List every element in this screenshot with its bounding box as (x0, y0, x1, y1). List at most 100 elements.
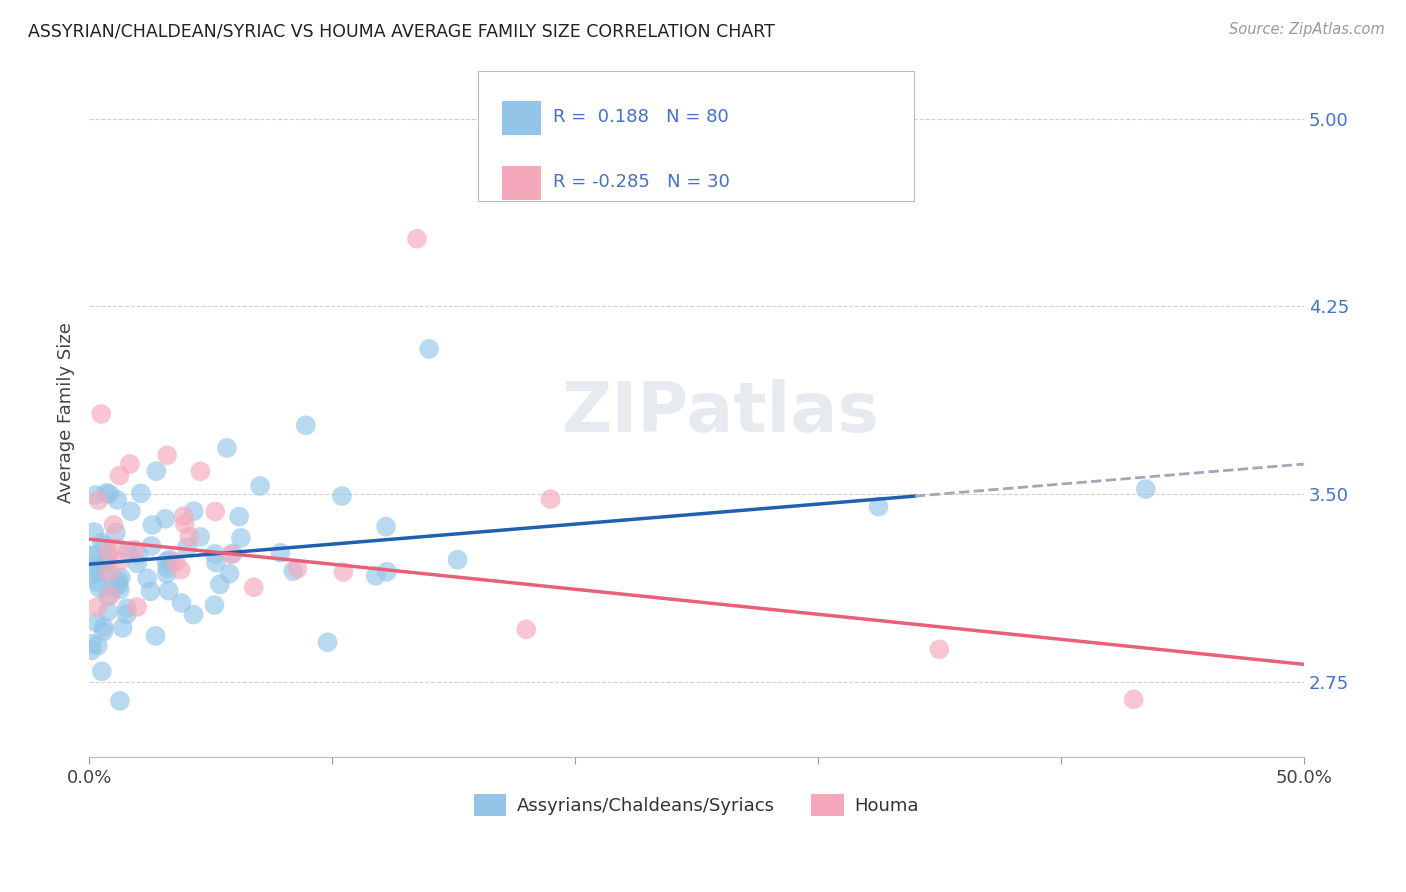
Point (228, 509, 250, 524)
Text: Source: ZipAtlas.com: Source: ZipAtlas.com (1229, 22, 1385, 37)
Point (183, 504, 205, 518)
Point (170, 563, 193, 577)
Point (96, 556, 118, 570)
Point (204, 504, 226, 518)
Point (80, 548, 103, 562)
Point (80, 637, 103, 651)
Point (156, 448, 179, 462)
Y-axis label: Average Family Size: Average Family Size (58, 322, 75, 503)
Point (120, 504, 142, 518)
Point (87, 493, 110, 508)
Point (82, 549, 104, 564)
Point (145, 464, 167, 478)
Point (127, 548, 149, 562)
Point (97, 590, 120, 604)
Point (375, 519, 398, 533)
Point (176, 541, 198, 555)
Point (205, 556, 228, 570)
Point (84, 488, 107, 502)
Point (91, 535, 114, 549)
Point (156, 561, 179, 575)
Point (157, 583, 180, 598)
Text: R =  0.188   N = 80: R = 0.188 N = 80 (553, 109, 728, 127)
Point (141, 517, 163, 532)
Point (183, 607, 205, 622)
Point (83, 560, 105, 574)
Point (90, 407, 112, 421)
Point (97, 549, 120, 563)
Point (242, 580, 264, 594)
Point (107, 541, 129, 555)
Point (110, 571, 132, 585)
Point (107, 578, 129, 592)
Point (188, 530, 211, 544)
Text: ZIPatlas: ZIPatlas (562, 379, 880, 446)
Point (418, 342, 440, 356)
Point (98, 589, 121, 603)
Point (98, 487, 121, 501)
Point (127, 599, 149, 614)
Point (129, 486, 152, 500)
Point (406, 232, 429, 246)
Point (139, 584, 162, 599)
Point (94, 539, 117, 553)
Point (283, 564, 305, 578)
Point (86, 600, 108, 615)
Point (98, 566, 121, 580)
Point (204, 547, 226, 561)
Point (80, 643, 103, 657)
Point (93, 624, 115, 639)
Point (115, 607, 138, 622)
Point (295, 418, 318, 433)
Point (89, 565, 111, 579)
Point (84, 615, 107, 629)
Point (107, 574, 129, 588)
Point (868, 500, 890, 514)
Point (540, 492, 562, 507)
Point (218, 566, 240, 581)
Point (82, 567, 104, 582)
Point (127, 557, 149, 571)
Point (111, 621, 134, 635)
Point (287, 561, 309, 575)
Point (93, 620, 115, 634)
Point (136, 571, 159, 585)
Point (208, 577, 231, 591)
Point (219, 548, 242, 562)
Point (103, 581, 125, 595)
Point (96, 486, 118, 500)
Point (108, 468, 131, 483)
Point (928, 642, 950, 657)
Point (1122, 692, 1144, 706)
Point (83, 524, 105, 539)
Point (270, 546, 292, 560)
Point (229, 531, 252, 545)
Point (155, 554, 177, 568)
Point (173, 516, 195, 531)
Point (89, 581, 111, 595)
Point (332, 565, 354, 579)
Point (173, 509, 195, 524)
Point (179, 530, 201, 544)
Point (204, 598, 226, 612)
Point (115, 601, 138, 615)
Point (124, 542, 146, 557)
Point (141, 539, 163, 553)
Point (117, 544, 139, 558)
Point (155, 512, 177, 526)
Point (515, 623, 537, 637)
Point (446, 553, 468, 567)
Text: ASSYRIAN/CHALDEAN/SYRIAC VS HOUMA AVERAGE FAMILY SIZE CORRELATION CHART: ASSYRIAN/CHALDEAN/SYRIAC VS HOUMA AVERAG… (28, 22, 775, 40)
Point (159, 552, 181, 566)
Point (118, 457, 141, 471)
Point (249, 479, 271, 493)
Text: R = -0.285   N = 30: R = -0.285 N = 30 (553, 173, 730, 192)
Point (330, 489, 353, 503)
Point (108, 582, 131, 597)
Point (188, 464, 211, 478)
Point (104, 525, 127, 540)
Point (375, 565, 398, 579)
Point (222, 547, 245, 561)
Point (97, 605, 120, 619)
Point (165, 555, 187, 569)
